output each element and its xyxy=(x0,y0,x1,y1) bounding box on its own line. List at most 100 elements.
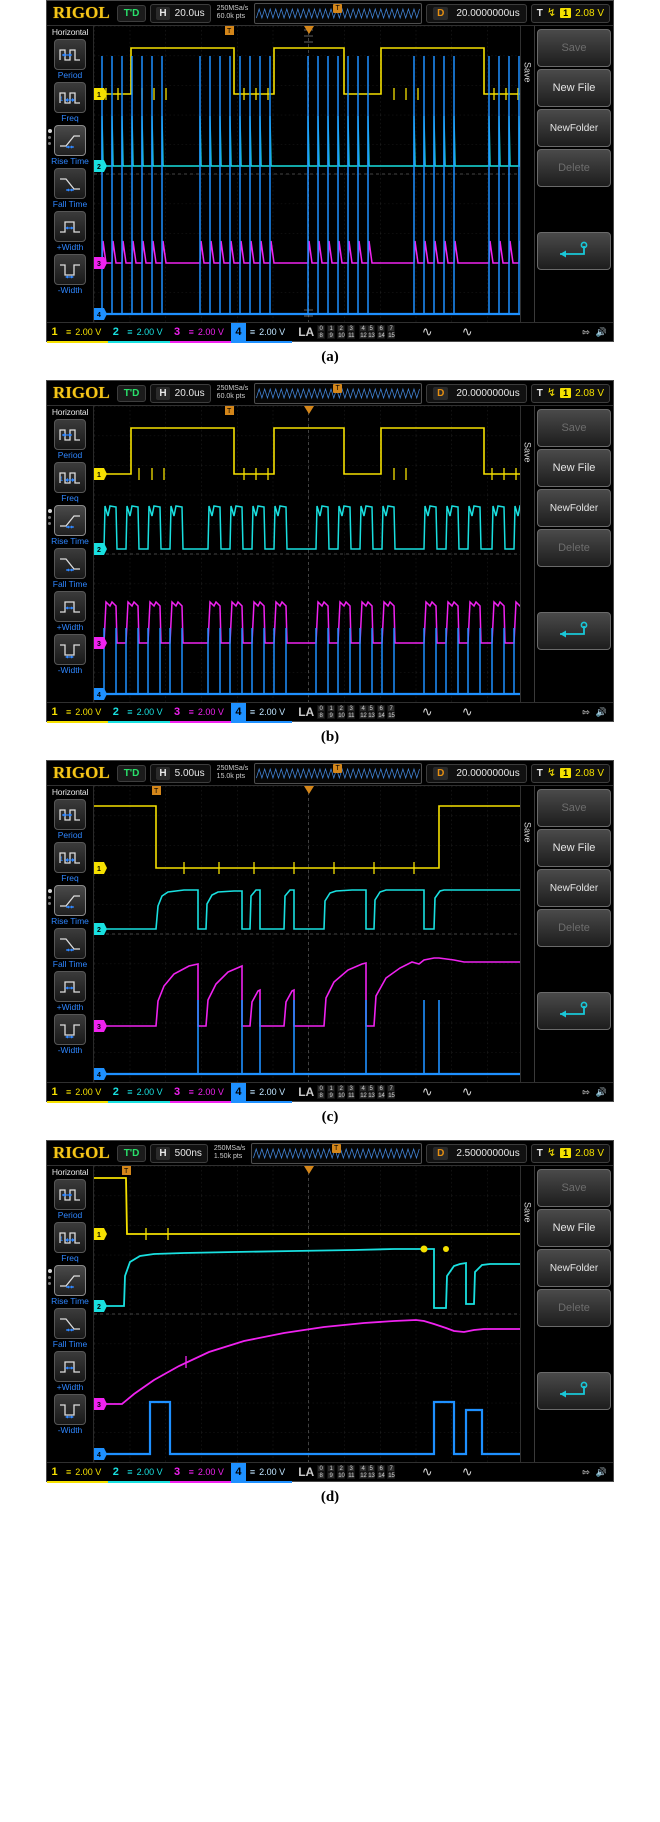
menu-item-rise-time[interactable]: Rise Time xyxy=(47,1265,93,1307)
channel-4-status[interactable]: 4 ≡ 2.00 V xyxy=(230,1083,293,1103)
channel-3-status[interactable]: 3 ≡ 2.00 V xyxy=(169,703,231,723)
save-tab[interactable]: Save xyxy=(520,786,534,1082)
menu-item-fall-time[interactable]: Fall Time xyxy=(47,548,93,590)
menu-item-neg-width[interactable]: -Width xyxy=(47,254,93,296)
new-file-button[interactable]: New File xyxy=(537,829,611,867)
waveform-grid-b[interactable]: 1 2 3 4 T xyxy=(94,406,520,702)
la-status[interactable]: LA 0 1 2 3 4 5 6 7 8 9 10 11 12 xyxy=(292,1083,397,1101)
new-file-button[interactable]: New File xyxy=(537,1209,611,1247)
source-2-status[interactable]: ∿ xyxy=(447,703,487,721)
menu-item-fall-time[interactable]: Fall Time xyxy=(47,1308,93,1350)
speaker-icon[interactable]: 🔊 xyxy=(595,326,607,337)
menu-item-pos-width[interactable]: +Width xyxy=(47,971,93,1013)
new-folder-button[interactable]: NewFolder xyxy=(537,489,611,527)
menu-item-neg-width[interactable]: -Width xyxy=(47,634,93,676)
channel-1-status[interactable]: 1 ≡ 2.00 V xyxy=(47,703,109,723)
horizontal-scale-box[interactable]: H 20.0us xyxy=(150,383,211,403)
channel-1-status[interactable]: 1 ≡ 2.00 V xyxy=(47,1463,109,1483)
horizontal-scale-box[interactable]: H 20.0us xyxy=(150,3,211,23)
back-arrow-icon[interactable] xyxy=(537,992,611,1030)
channel-1-status[interactable]: 1 ≡ 2.00 V xyxy=(47,1083,109,1103)
menu-item-pos-width[interactable]: +Width xyxy=(47,1351,93,1393)
la-status[interactable]: LA 0 1 2 3 4 5 6 7 8 9 10 11 12 xyxy=(292,323,397,341)
channel-2-status[interactable]: 2 ≡ 2.00 V xyxy=(108,703,170,723)
channel-2-status[interactable]: 2 ≡ 2.00 V xyxy=(108,323,170,343)
trigger-box[interactable]: T ↯ 1 2.08 V xyxy=(530,383,610,403)
speaker-icon[interactable]: 🔊 xyxy=(595,706,607,717)
run-status-badge[interactable]: T'D xyxy=(116,764,147,782)
new-folder-button[interactable]: NewFolder xyxy=(537,109,611,147)
channel-4-status[interactable]: 4 ≡ 2.00 V xyxy=(230,703,293,723)
back-arrow-icon[interactable] xyxy=(537,1372,611,1410)
delay-box[interactable]: D 20.0000000us xyxy=(426,3,527,23)
delete-button[interactable]: Delete xyxy=(537,909,611,947)
run-status-badge[interactable]: T'D xyxy=(116,384,147,402)
delete-button[interactable]: Delete xyxy=(537,529,611,567)
source-1-status[interactable]: ∿ xyxy=(407,1083,447,1101)
la-status[interactable]: LA 0 1 2 3 4 5 6 7 8 9 10 11 12 xyxy=(292,703,397,721)
la-status[interactable]: LA 0 1 2 3 4 5 6 7 8 9 10 11 12 xyxy=(292,1463,397,1481)
menu-item-freq[interactable]: 1 Freq xyxy=(47,1222,93,1264)
menu-item-rise-time[interactable]: Rise Time xyxy=(47,125,93,167)
waveform-grid-a[interactable]: 1 2 3 4 T xyxy=(94,26,520,322)
menu-item-period[interactable]: Period xyxy=(47,1179,93,1221)
save-button[interactable]: Save xyxy=(537,409,611,447)
trigger-box[interactable]: T ↯ 1 2.08 V xyxy=(530,763,610,783)
source-1-status[interactable]: ∿ xyxy=(407,703,447,721)
back-arrow-icon[interactable] xyxy=(537,612,611,650)
menu-item-pos-width[interactable]: +Width xyxy=(47,591,93,633)
channel-3-status[interactable]: 3 ≡ 2.00 V xyxy=(169,1083,231,1103)
usb-icon[interactable]: ⇰ xyxy=(582,1466,590,1477)
speaker-icon[interactable]: 🔊 xyxy=(595,1466,607,1477)
delay-box[interactable]: D 20.0000000us xyxy=(426,763,527,783)
new-folder-button[interactable]: NewFolder xyxy=(537,869,611,907)
menu-item-period[interactable]: Period xyxy=(47,39,93,81)
menu-item-fall-time[interactable]: Fall Time xyxy=(47,168,93,210)
save-button[interactable]: Save xyxy=(537,789,611,827)
new-file-button[interactable]: New File xyxy=(537,69,611,107)
trigger-box[interactable]: T ↯ 1 2.08 V xyxy=(530,3,610,23)
menu-item-period[interactable]: Period xyxy=(47,419,93,461)
save-tab[interactable]: Save xyxy=(520,26,534,322)
delay-box[interactable]: D 2.50000000us xyxy=(426,1143,527,1163)
menu-item-rise-time[interactable]: Rise Time xyxy=(47,505,93,547)
channel-1-status[interactable]: 1 ≡ 2.00 V xyxy=(47,323,109,343)
menu-item-rise-time[interactable]: Rise Time xyxy=(47,885,93,927)
memory-overview[interactable]: T xyxy=(254,762,423,784)
usb-icon[interactable]: ⇰ xyxy=(582,326,590,337)
save-tab[interactable]: Save xyxy=(520,406,534,702)
menu-item-freq[interactable]: 1 Freq xyxy=(47,82,93,124)
save-button[interactable]: Save xyxy=(537,29,611,67)
back-arrow-icon[interactable] xyxy=(537,232,611,270)
menu-item-freq[interactable]: 1 Freq xyxy=(47,842,93,884)
source-2-status[interactable]: ∿ xyxy=(447,323,487,341)
waveform-grid-c[interactable]: 1 2 3 4 T xyxy=(94,786,520,1082)
memory-overview[interactable]: T xyxy=(251,1142,423,1164)
channel-3-status[interactable]: 3 ≡ 2.00 V xyxy=(169,1463,231,1483)
usb-icon[interactable]: ⇰ xyxy=(582,706,590,717)
source-2-status[interactable]: ∿ xyxy=(447,1463,487,1481)
waveform-grid-d[interactable]: 1 2 3 4 T xyxy=(94,1166,520,1462)
channel-2-status[interactable]: 2 ≡ 2.00 V xyxy=(108,1463,170,1483)
source-1-status[interactable]: ∿ xyxy=(407,323,447,341)
trigger-box[interactable]: T ↯ 1 2.08 V xyxy=(530,1143,610,1163)
menu-item-fall-time[interactable]: Fall Time xyxy=(47,928,93,970)
source-1-status[interactable]: ∿ xyxy=(407,1463,447,1481)
channel-4-status[interactable]: 4 ≡ 2.00 V xyxy=(230,323,293,343)
channel-3-status[interactable]: 3 ≡ 2.00 V xyxy=(169,323,231,343)
delete-button[interactable]: Delete xyxy=(537,1289,611,1327)
menu-item-freq[interactable]: 1 Freq xyxy=(47,462,93,504)
menu-item-pos-width[interactable]: +Width xyxy=(47,211,93,253)
memory-overview[interactable]: T xyxy=(254,382,423,404)
delay-box[interactable]: D 20.0000000us xyxy=(426,383,527,403)
run-status-badge[interactable]: T'D xyxy=(116,4,147,22)
delete-button[interactable]: Delete xyxy=(537,149,611,187)
new-file-button[interactable]: New File xyxy=(537,449,611,487)
channel-4-status[interactable]: 4 ≡ 2.00 V xyxy=(230,1463,293,1483)
run-status-badge[interactable]: T'D xyxy=(116,1144,147,1162)
usb-icon[interactable]: ⇰ xyxy=(582,1086,590,1097)
menu-item-neg-width[interactable]: -Width xyxy=(47,1394,93,1436)
save-button[interactable]: Save xyxy=(537,1169,611,1207)
save-tab[interactable]: Save xyxy=(520,1166,534,1462)
horizontal-scale-box[interactable]: H 5.00us xyxy=(150,763,211,783)
